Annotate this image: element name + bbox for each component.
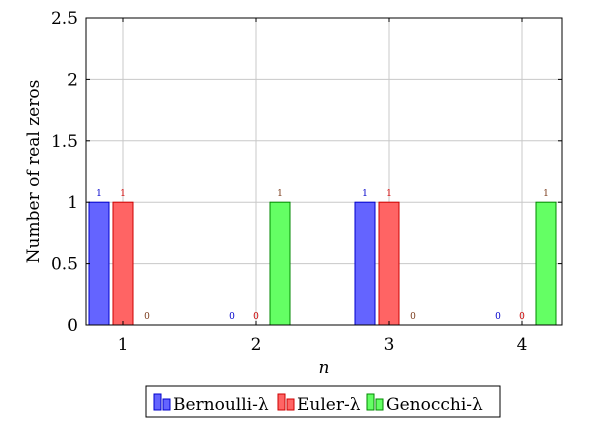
x-tick-label: 4 [517,335,528,355]
legend-swatch-euler [286,398,295,411]
legend: Bernoulli-λ Euler-λ Genocchi-λ [145,385,501,418]
data-label: 1 [386,189,392,199]
y-tick-label: 0.5 [51,255,78,275]
bar-euler [112,201,134,326]
data-label: 1 [543,189,549,199]
data-label: 0 [410,312,416,322]
legend-box [145,385,501,418]
bar-bernoulli [354,201,376,326]
data-label: 0 [495,312,501,322]
y-tick-label: 1.5 [51,132,78,152]
y-axis-label: Number of real zeros [24,80,44,264]
y-tick-label: 2 [67,70,78,90]
legend-label-genocchi: Genocchi-λ [386,395,483,415]
bar-bernoulli [88,201,110,326]
data-label: 1 [96,189,102,199]
bar-genocchi [269,201,291,326]
legend-swatch-euler [277,393,286,411]
x-tick-label: 3 [384,335,395,355]
axis-ticks: 0 0.5 1 1.5 2 2.5 1 2 3 4 [51,9,562,355]
data-label: 0 [144,312,150,322]
bar-genocchi [535,201,557,326]
grid-lines [86,17,562,326]
legend-swatch-bernoulli [153,393,162,411]
y-tick-label: 1 [67,193,78,213]
legend-swatch-genocchi [375,398,384,411]
data-labels: 1 0 1 0 1 0 1 0 0 1 0 1 [96,189,549,322]
legend-swatch-bernoulli [162,398,171,411]
y-tick-label: 0 [67,316,78,336]
plot-frame [85,17,563,326]
bar-euler [378,201,400,326]
data-label: 1 [362,189,368,199]
legend-swatch-genocchi [366,393,375,411]
bars [88,201,557,326]
legend-label-euler: Euler-λ [297,395,361,415]
x-tick-label: 2 [251,335,262,355]
y-tick-label: 2.5 [51,9,78,29]
data-label: 0 [229,312,235,322]
data-label: 0 [253,312,259,322]
data-label: 1 [120,189,126,199]
legend-label-bernoulli: Bernoulli-λ [173,395,269,415]
data-label: 0 [519,312,525,322]
x-axis-label: n [319,358,330,378]
data-label: 1 [277,189,283,199]
x-tick-label: 1 [118,335,129,355]
